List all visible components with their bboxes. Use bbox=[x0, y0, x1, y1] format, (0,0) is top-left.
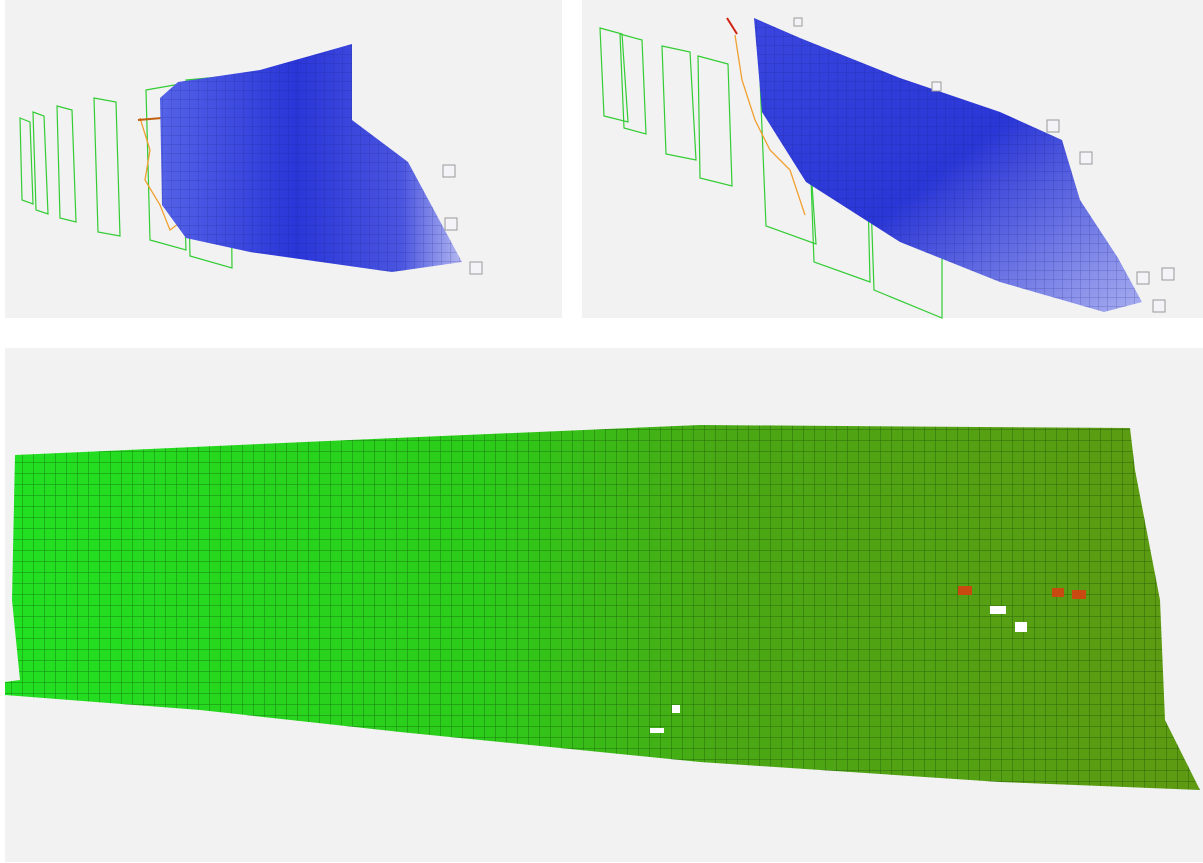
view-top-left bbox=[5, 0, 562, 318]
view-bottom bbox=[5, 348, 1203, 862]
view-top-right bbox=[582, 0, 1203, 318]
page: (() => { const data = JSON.parse(documen… bbox=[0, 0, 1203, 863]
voxel-views bbox=[0, 0, 1203, 863]
